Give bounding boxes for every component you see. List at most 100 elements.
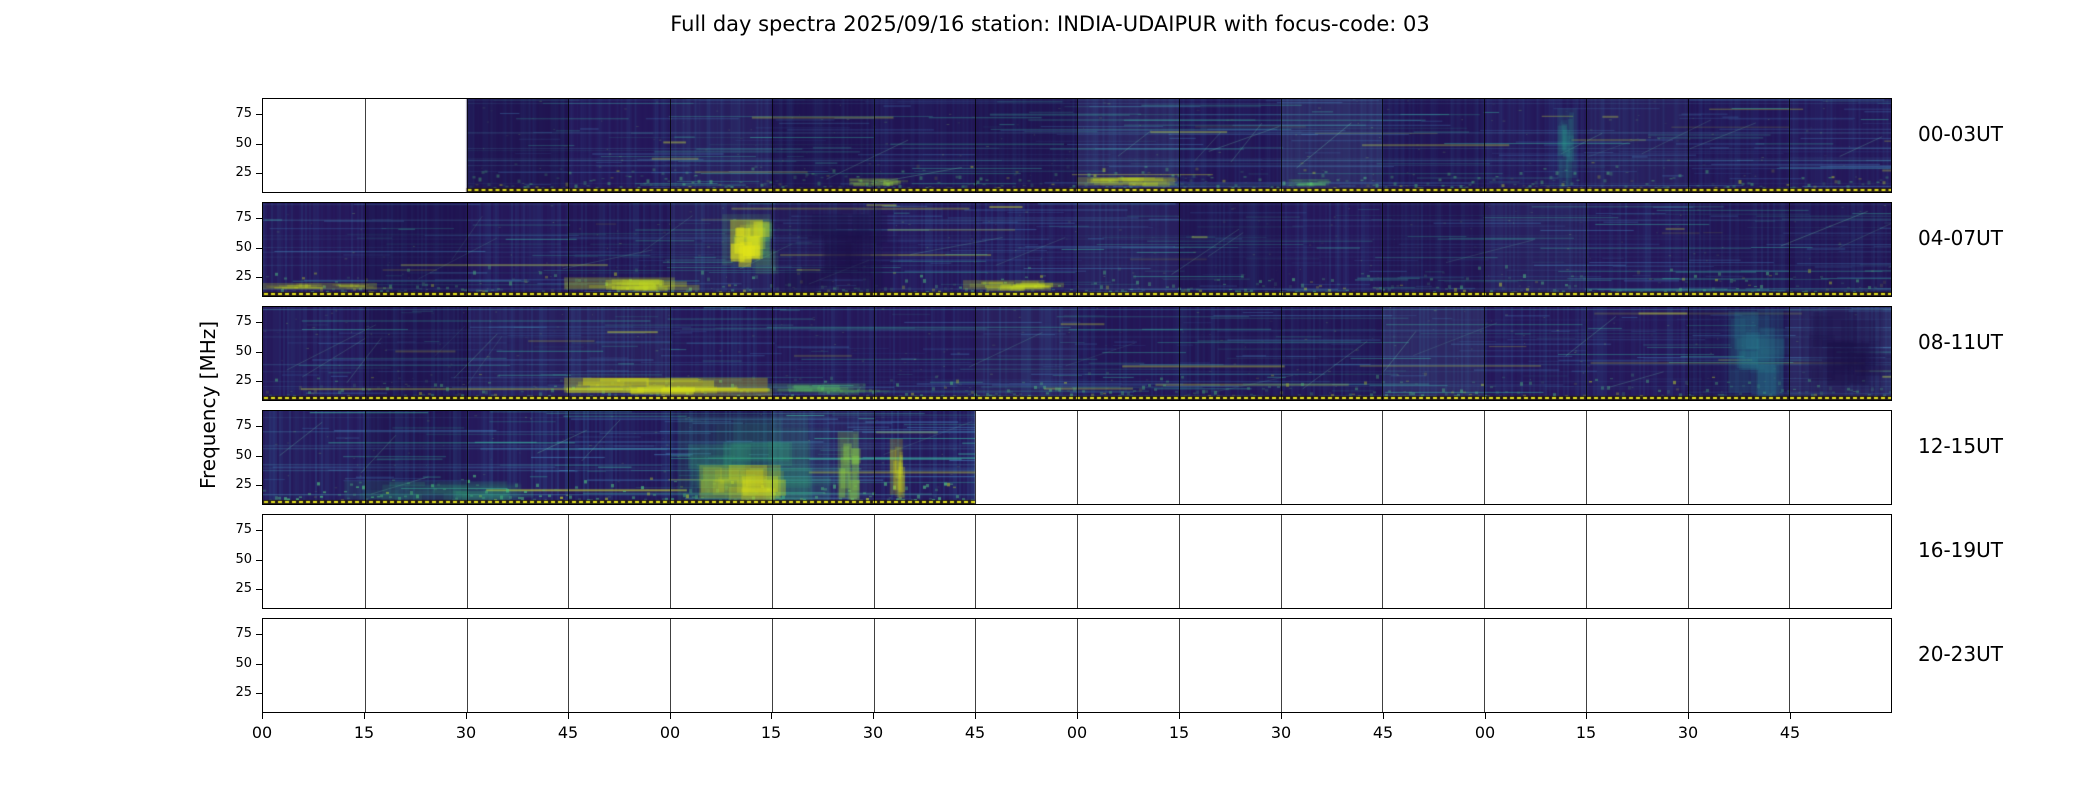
x-tick-label: 00 [1066, 723, 1088, 742]
segment-boundary [1281, 99, 1282, 192]
y-tick-mark [256, 144, 262, 145]
segment-boundary [1586, 515, 1587, 608]
segment-boundary [772, 619, 773, 712]
x-tick-mark [568, 713, 569, 719]
segment-boundary [1586, 411, 1587, 504]
segment-boundary [1586, 307, 1587, 400]
segment-boundary [1484, 411, 1485, 504]
segment-boundary [772, 307, 773, 400]
spectrogram-row-12-15UT [262, 410, 1892, 505]
x-tick-label: 15 [1168, 723, 1190, 742]
spectrogram-row-00-03UT [262, 98, 1892, 193]
y-tick-label: 75 [235, 106, 252, 121]
y-tick-mark [256, 589, 262, 590]
segment-boundary [1077, 99, 1078, 192]
segment-boundary [1281, 619, 1282, 712]
segment-boundary [874, 515, 875, 608]
segment-boundary [975, 411, 976, 504]
y-tick-label: 50 [235, 240, 252, 255]
x-tick-mark [670, 713, 671, 719]
row-time-label: 08-11UT [1918, 330, 2003, 354]
x-tick-label: 30 [1270, 723, 1292, 742]
segment-boundary [467, 411, 468, 504]
x-tick-mark [1281, 713, 1282, 719]
segment-boundary [568, 307, 569, 400]
segment-boundary [1382, 307, 1383, 400]
segment-boundary [1179, 99, 1180, 192]
x-tick-label: 45 [1372, 723, 1394, 742]
segment-boundary [1281, 307, 1282, 400]
segment-boundary [1077, 515, 1078, 608]
y-tick-label: 25 [235, 477, 252, 492]
segment-boundary [365, 619, 366, 712]
segment-boundary [1179, 515, 1180, 608]
x-tick-mark [262, 713, 263, 719]
segment-boundary [670, 411, 671, 504]
y-tick-label: 25 [235, 581, 252, 596]
segment-boundary [975, 307, 976, 400]
segment-boundary [1077, 307, 1078, 400]
segment-boundary [467, 619, 468, 712]
y-tick-label: 25 [235, 269, 252, 284]
segment-boundary [1789, 619, 1790, 712]
segment-boundary [568, 203, 569, 296]
segment-boundary [1688, 619, 1689, 712]
x-tick-mark [1077, 713, 1078, 719]
segment-boundary [1688, 515, 1689, 608]
segment-boundary [1179, 203, 1180, 296]
segment-boundary [1382, 203, 1383, 296]
x-tick-mark [1688, 713, 1689, 719]
spectrogram-row-04-07UT [262, 202, 1892, 297]
y-tick-mark [256, 530, 262, 531]
x-tick-mark [466, 713, 467, 719]
segment-boundary [467, 515, 468, 608]
x-tick-mark [364, 713, 365, 719]
y-tick-mark [256, 693, 262, 694]
segment-boundary [975, 203, 976, 296]
x-tick-mark [873, 713, 874, 719]
y-tick-label: 75 [235, 418, 252, 433]
segment-boundary [874, 99, 875, 192]
segment-boundary [670, 307, 671, 400]
segment-boundary [365, 515, 366, 608]
segment-boundary [1382, 99, 1383, 192]
segment-boundary [772, 411, 773, 504]
y-tick-label: 75 [235, 210, 252, 225]
segment-boundary [670, 619, 671, 712]
y-tick-label: 25 [235, 685, 252, 700]
segment-boundary [568, 619, 569, 712]
x-tick-label: 45 [557, 723, 579, 742]
row-time-label: 04-07UT [1918, 226, 2003, 250]
segment-boundary [1586, 99, 1587, 192]
segment-boundary [1382, 619, 1383, 712]
segment-boundary [365, 99, 366, 192]
y-tick-label: 50 [235, 656, 252, 671]
segment-boundary [1688, 99, 1689, 192]
x-tick-label: 15 [1575, 723, 1597, 742]
segment-boundary [772, 515, 773, 608]
segment-boundary [1179, 619, 1180, 712]
segment-boundary [1789, 99, 1790, 192]
segment-boundary [1382, 515, 1383, 608]
y-tick-mark [256, 634, 262, 635]
segment-boundary [1179, 307, 1180, 400]
x-tick-label: 45 [964, 723, 986, 742]
x-tick-mark [975, 713, 976, 719]
x-tick-mark [1485, 713, 1486, 719]
x-tick-label: 30 [862, 723, 884, 742]
segment-boundary [1179, 411, 1180, 504]
y-tick-mark [256, 352, 262, 353]
segment-boundary [1789, 307, 1790, 400]
segment-boundary [467, 99, 468, 192]
y-tick-label: 50 [235, 552, 252, 567]
y-tick-mark [256, 114, 262, 115]
segment-boundary [975, 515, 976, 608]
segment-boundary [1789, 411, 1790, 504]
figure-title: Full day spectra 2025/09/16 station: IND… [670, 12, 1430, 36]
segment-boundary [1586, 203, 1587, 296]
segment-boundary [772, 99, 773, 192]
x-tick-mark [1383, 713, 1384, 719]
segment-boundary [874, 619, 875, 712]
y-tick-label: 25 [235, 373, 252, 388]
